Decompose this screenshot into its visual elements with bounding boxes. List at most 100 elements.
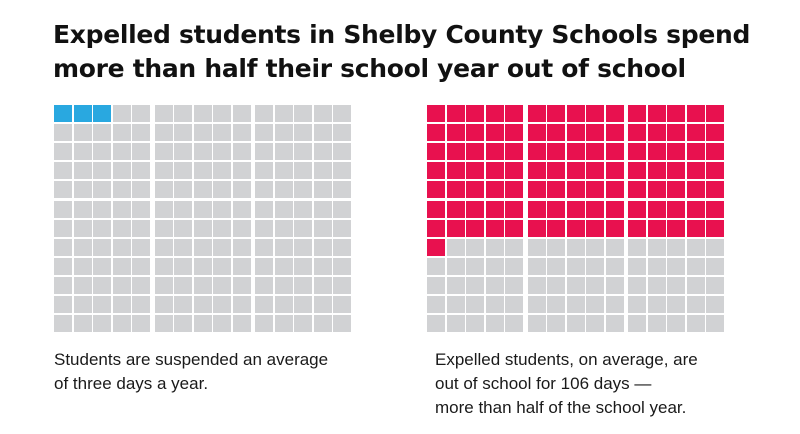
waffle-cell-empty bbox=[174, 200, 192, 218]
waffle-cell-empty bbox=[333, 276, 351, 294]
waffle-cell-empty bbox=[154, 315, 173, 333]
waffle-cell-filled bbox=[647, 181, 666, 199]
waffle-cell-empty bbox=[667, 276, 685, 294]
waffle-cell-filled bbox=[605, 105, 624, 122]
waffle-cell-empty bbox=[628, 296, 646, 313]
waffle-cell-empty bbox=[193, 276, 212, 294]
waffle-cell-empty bbox=[174, 219, 192, 237]
waffle-cell-empty bbox=[73, 200, 92, 218]
waffle-cell-empty bbox=[255, 105, 273, 122]
waffle-cell-empty bbox=[274, 124, 293, 142]
waffle-cell-empty bbox=[667, 315, 685, 333]
waffle-cell-empty bbox=[174, 124, 192, 142]
waffle-cell-empty bbox=[132, 257, 150, 275]
caption-line: out of school for 106 days — bbox=[435, 374, 652, 393]
waffle-cell-empty bbox=[667, 257, 685, 275]
waffle-cell-filled bbox=[547, 162, 565, 180]
waffle-cell-empty bbox=[132, 276, 150, 294]
waffle-cell-empty bbox=[686, 238, 705, 256]
waffle-cell-empty bbox=[255, 257, 273, 275]
waffle-cell-filled bbox=[686, 105, 705, 122]
waffle-cell-empty bbox=[213, 124, 231, 142]
waffle-cell-empty bbox=[154, 143, 173, 161]
waffle-cell-empty bbox=[647, 238, 666, 256]
waffle-cell-empty bbox=[213, 162, 231, 180]
waffle-cell-empty bbox=[132, 296, 150, 313]
waffle-cell-empty bbox=[294, 219, 312, 237]
waffle-cell-empty bbox=[132, 105, 150, 122]
waffle-cell-empty bbox=[73, 257, 92, 275]
waffle-cell-empty bbox=[605, 257, 624, 275]
waffle-cell-filled bbox=[667, 181, 685, 199]
waffle-cell-empty bbox=[132, 143, 150, 161]
waffle-cell-empty bbox=[686, 257, 705, 275]
waffle-cell-empty bbox=[628, 276, 646, 294]
waffle-cell-empty bbox=[132, 219, 150, 237]
waffle-cell-filled bbox=[586, 124, 604, 142]
waffle-cell-empty bbox=[255, 315, 273, 333]
waffle-cell-empty bbox=[255, 238, 273, 256]
waffle-cell-filled bbox=[527, 105, 546, 122]
waffle-cell-filled bbox=[427, 200, 445, 218]
waffle-cell-empty bbox=[605, 276, 624, 294]
waffle-cell-filled bbox=[54, 105, 72, 122]
waffle-cell-empty bbox=[527, 276, 546, 294]
waffle-cell-empty bbox=[54, 200, 72, 218]
waffle-cell-empty bbox=[647, 257, 666, 275]
caption-line: Expelled students, on average, are bbox=[435, 350, 698, 369]
waffle-cell-filled bbox=[485, 143, 504, 161]
waffle-cell-empty bbox=[333, 296, 351, 313]
waffle-cell-filled bbox=[706, 124, 724, 142]
waffle-cell-empty bbox=[628, 257, 646, 275]
waffle-cell-empty bbox=[54, 124, 72, 142]
waffle-cell-empty bbox=[193, 124, 212, 142]
waffle-cell-empty bbox=[193, 315, 212, 333]
waffle-cell-empty bbox=[628, 238, 646, 256]
waffle-cell-filled bbox=[566, 219, 585, 237]
waffle-cell-empty bbox=[213, 105, 231, 122]
waffle-expelled bbox=[427, 105, 724, 335]
waffle-cell-empty bbox=[154, 238, 173, 256]
waffle-cell-empty bbox=[112, 181, 131, 199]
waffle-cell-filled bbox=[505, 143, 523, 161]
waffle-cell-filled bbox=[547, 181, 565, 199]
waffle-cell-filled bbox=[667, 219, 685, 237]
waffle-cell-empty bbox=[446, 257, 465, 275]
waffle-cell-empty bbox=[547, 296, 565, 313]
waffle-cell-empty bbox=[232, 162, 251, 180]
caption-line: Students are suspended an average bbox=[54, 350, 329, 369]
waffle-cell-empty bbox=[255, 143, 273, 161]
waffle-cell-filled bbox=[427, 124, 445, 142]
waffle-cell-filled bbox=[73, 105, 92, 122]
waffle-cell-empty bbox=[485, 296, 504, 313]
waffle-cell-empty bbox=[313, 315, 332, 333]
waffle-cell-empty bbox=[193, 105, 212, 122]
waffle-cell-empty bbox=[667, 296, 685, 313]
waffle-cell-filled bbox=[706, 162, 724, 180]
waffle-cell-empty bbox=[605, 296, 624, 313]
waffle-cell-filled bbox=[505, 162, 523, 180]
waffle-cell-empty bbox=[333, 181, 351, 199]
waffle-cell-empty bbox=[527, 257, 546, 275]
waffle-cell-filled bbox=[446, 143, 465, 161]
waffle-cell-filled bbox=[628, 105, 646, 122]
waffle-cell-empty bbox=[446, 276, 465, 294]
waffle-cell-empty bbox=[566, 276, 585, 294]
waffle-cell-empty bbox=[274, 105, 293, 122]
waffle-cell-empty bbox=[647, 276, 666, 294]
waffle-cell-filled bbox=[547, 219, 565, 237]
waffle-cell-empty bbox=[647, 315, 666, 333]
waffle-cell-empty bbox=[54, 257, 72, 275]
waffle-cell-empty bbox=[93, 296, 111, 313]
waffle-cell-empty bbox=[112, 219, 131, 237]
waffle-cell-empty bbox=[505, 257, 523, 275]
waffle-cell-filled bbox=[647, 162, 666, 180]
waffle-cell-empty bbox=[505, 276, 523, 294]
waffle-cell-empty bbox=[174, 296, 192, 313]
waffle-cell-empty bbox=[706, 276, 724, 294]
waffle-cell-empty bbox=[73, 276, 92, 294]
waffle-cell-empty bbox=[255, 276, 273, 294]
waffle-cell-empty bbox=[232, 257, 251, 275]
waffle-cell-empty bbox=[427, 276, 445, 294]
waffle-cell-filled bbox=[706, 219, 724, 237]
